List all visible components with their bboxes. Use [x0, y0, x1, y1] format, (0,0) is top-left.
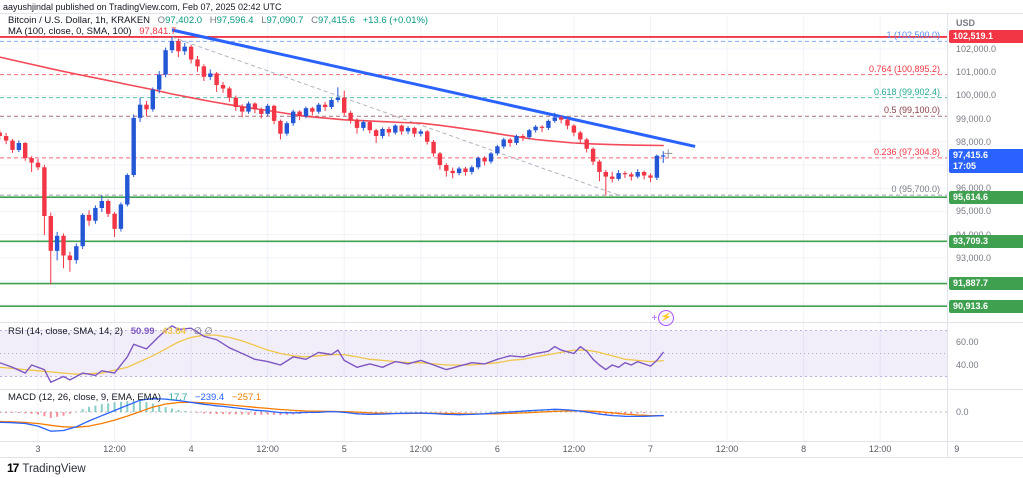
fib-level-label-0.5: 0.5 (99,100.0)	[883, 105, 940, 116]
price-axis-tick[interactable]: 99,000.0	[956, 113, 992, 124]
price-axis-tick[interactable]: 95,000.0	[956, 206, 992, 217]
macd-hist-value: 17.7	[168, 392, 188, 403]
macd-axis-tick[interactable]: 0.0	[956, 407, 969, 417]
price-axis-tick[interactable]: 98,000.0	[956, 136, 992, 147]
time-axis-label-9[interactable]: 9	[954, 444, 960, 454]
price-badge-1025191: 102,519.1	[949, 30, 1023, 44]
badge-price: 91,887.7	[953, 278, 989, 289]
rsi-label: RSI (14, close, SMA, 14, 2)	[8, 326, 124, 337]
tradingview-brand: TradingView	[22, 463, 86, 475]
price-axis-tick[interactable]: 101,000.0	[956, 67, 997, 78]
price-axis-currency[interactable]: USD	[956, 18, 976, 28]
time-axis-label-4[interactable]: 4	[188, 444, 194, 454]
open-value: 97,402.0	[165, 15, 203, 26]
fib-level-label-0.236: 0.236 (97,304.8)	[873, 146, 940, 157]
time-axis-label-12:00[interactable]: 12:00	[562, 444, 586, 454]
time-axis-label-5[interactable]: 5	[341, 444, 347, 454]
price-axis-tick[interactable]: 96,000.0	[956, 183, 992, 194]
low-value: 97,090.7	[266, 15, 304, 26]
close-value: 97,415.6	[317, 15, 355, 26]
time-axis-label-12:00[interactable]: 12:00	[715, 444, 739, 454]
fib-level-label-0: 0 (95,700.0)	[891, 184, 940, 195]
badge-price: 95,614.6	[953, 191, 989, 202]
price-badge-956146: 95,614.6	[949, 190, 1023, 204]
rsi-axis-tick[interactable]: 60.00	[956, 337, 979, 347]
price-axis-tick[interactable]: 93,000.0	[956, 252, 992, 263]
time-axis-label-8[interactable]: 8	[801, 444, 807, 454]
symbol-legend: Bitcoin / U.S. Dollar, 1h, KRAKEN O97,40…	[8, 15, 428, 26]
rsi-extra: ∅ ∅	[193, 326, 213, 337]
price-axis-tick[interactable]: 100,000.0	[956, 90, 997, 101]
fib-level-label-1: 1 (102,500.0)	[886, 30, 940, 41]
high-key: H	[209, 15, 217, 26]
price-badge-974156: 97,415.6 17:05	[949, 149, 1023, 174]
ma-value: 97,841.7	[139, 26, 177, 37]
ma-label: MA (100, close, 0, SMA, 100)	[8, 26, 132, 37]
fib-level-label-0.618: 0.618 (99,902.4)	[873, 86, 940, 97]
price-axis-tick[interactable]: 102,000.0	[956, 44, 997, 54]
price-badge-937093: 93,709.3	[949, 234, 1023, 248]
time-axis-label-6[interactable]: 6	[494, 444, 500, 454]
rsi-ma-value: 43.84	[162, 326, 186, 337]
fib-level-label-0.764: 0.764 (100,895.2)	[868, 63, 940, 74]
rsi-axis-tick[interactable]: 40.00	[956, 360, 979, 370]
price-badge-909136: 90,913.6	[949, 299, 1023, 313]
badge-price: 90,913.6	[953, 300, 989, 311]
time-axis-label-3[interactable]: 3	[35, 444, 41, 454]
price-badge-918877: 91,887.7	[949, 277, 1023, 291]
low-key: L	[261, 15, 267, 26]
macd-value: −239.4	[194, 392, 225, 403]
price-axis-tick[interactable]: 94,000.0	[956, 230, 991, 240]
open-key: O	[157, 15, 166, 26]
macd-label: MACD (12, 26, close, 9, EMA, EMA)	[8, 392, 162, 403]
high-value: 97,596.4	[216, 15, 254, 26]
rsi-legend: RSI (14, close, SMA, 14, 2) 50.99 43.84 …	[8, 326, 213, 337]
tradingview-logo-icon: 17	[7, 461, 19, 475]
symbol-title: Bitcoin / U.S. Dollar, 1h, KRAKEN	[8, 15, 151, 26]
badge-countdown: 17:05	[953, 160, 977, 171]
close-key: C	[311, 15, 318, 26]
tradingview-watermark[interactable]: 17 TradingView	[7, 461, 86, 475]
ma-legend: MA (100, close, 0, SMA, 100) 97,841.7	[8, 26, 176, 37]
event-marker-plus: +	[651, 313, 658, 324]
attribution: aayushjindal published on TradingView.co…	[3, 2, 282, 12]
time-axis-label-12:00[interactable]: 12:00	[409, 444, 433, 454]
badge-price: 102,519.1	[953, 31, 994, 42]
badge-price: 93,709.3	[953, 235, 989, 246]
time-axis-label-12:00[interactable]: 12:00	[103, 444, 126, 454]
macd-legend: MACD (12, 26, close, 9, EMA, EMA) 17.7 −…	[8, 392, 261, 403]
rsi-value: 50.99	[130, 326, 155, 337]
time-axis-label-7[interactable]: 7	[647, 444, 653, 454]
macd-signal-value: −257.1	[231, 392, 262, 403]
change-value: +13.6 (+0.01%)	[362, 15, 429, 26]
badge-price: 97,415.6	[953, 150, 989, 161]
time-axis-label-12:00[interactable]: 12:00	[256, 444, 279, 454]
time-axis-label-12:00[interactable]: 12:00	[868, 444, 892, 454]
